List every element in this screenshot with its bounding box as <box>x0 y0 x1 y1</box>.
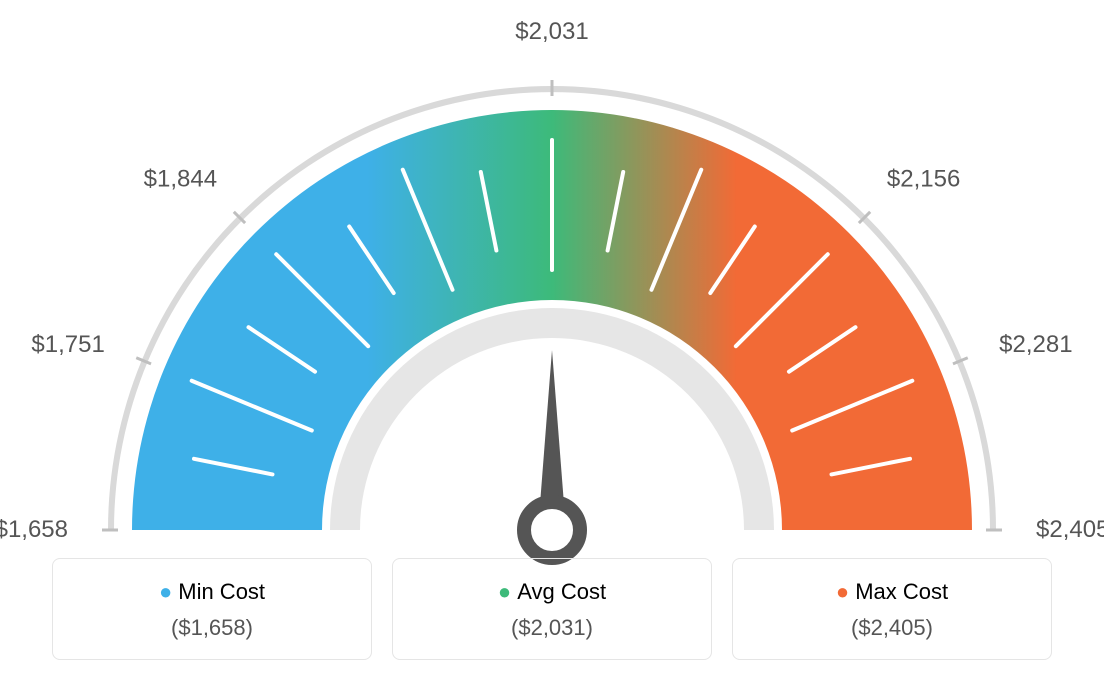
gauge-tick-label: $2,405 <box>1036 516 1104 544</box>
gauge-tick-label: $1,844 <box>144 165 217 193</box>
dot-icon-avg: ● <box>498 579 511 604</box>
legend-title-min: ●Min Cost <box>53 579 371 605</box>
legend-box-avg: ●Avg Cost ($2,031) <box>392 558 712 660</box>
legend-box-min: ●Min Cost ($1,658) <box>52 558 372 660</box>
legend-value-min: ($1,658) <box>53 615 371 641</box>
legend-label-avg: Avg Cost <box>517 579 606 604</box>
dot-icon-max: ● <box>836 579 849 604</box>
legend-row: ●Min Cost ($1,658) ●Avg Cost ($2,031) ●M… <box>52 558 1052 660</box>
gauge-tick-label: $2,156 <box>887 165 960 193</box>
legend-label-min: Min Cost <box>178 579 265 604</box>
gauge-tick-label: $1,658 <box>0 516 68 544</box>
legend-box-max: ●Max Cost ($2,405) <box>732 558 1052 660</box>
legend-title-max: ●Max Cost <box>733 579 1051 605</box>
gauge-tick-label: $2,031 <box>515 18 588 46</box>
gauge-chart: $1,658 $1,751 $1,844 $2,031 $2,156 $2,281 $2,4… <box>0 0 1104 560</box>
legend-value-max: ($2,405) <box>733 615 1051 641</box>
gauge-tick-label: $1,751 <box>31 331 104 359</box>
dot-icon-min: ● <box>159 579 172 604</box>
legend-label-max: Max Cost <box>855 579 948 604</box>
legend-title-avg: ●Avg Cost <box>393 579 711 605</box>
gauge-tick-label: $2,281 <box>999 331 1072 359</box>
gauge-svg <box>22 40 1082 580</box>
legend-value-avg: ($2,031) <box>393 615 711 641</box>
